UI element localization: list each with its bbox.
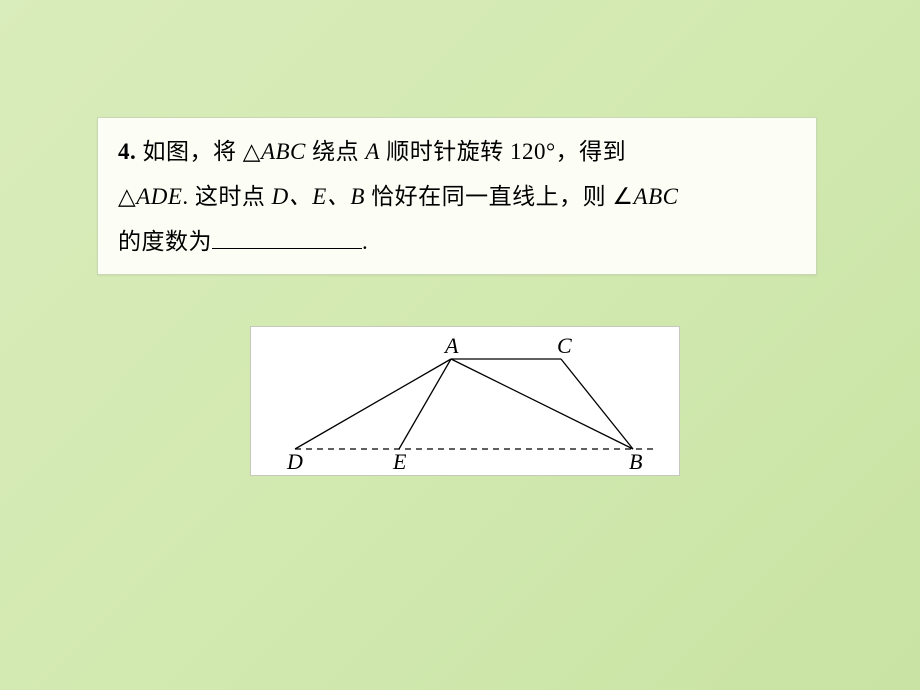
label-B: B (629, 449, 642, 474)
problem-number: 4. (118, 139, 136, 164)
tri1: ABC (261, 139, 306, 164)
ptA: A (365, 139, 380, 164)
t7: 的度数为 (118, 229, 212, 254)
edge-A-E (399, 359, 451, 449)
problem-box: 4. 如图，将 △ABC 绕点 A 顺时针旋转 120°，得到 △ADE. 这时… (97, 117, 817, 275)
angle: 120° (510, 139, 556, 164)
t4: ，得到 (556, 139, 627, 164)
t3: 顺时针旋转 (386, 139, 510, 164)
t2: 绕点 (312, 139, 365, 164)
t5: . 这时点 (182, 184, 271, 209)
label-A: A (443, 333, 459, 358)
answer-blank (212, 226, 362, 249)
edge-A-B (451, 359, 633, 449)
label-D: D (286, 449, 303, 474)
t8: . (362, 229, 368, 254)
problem-text: 4. 如图，将 △ABC 绕点 A 顺时针旋转 120°，得到 △ADE. 这时… (118, 130, 796, 265)
pts: D、E、B (272, 184, 365, 209)
edge-C-B (561, 359, 633, 449)
t6: 恰好在同一直线上，则 (365, 184, 613, 209)
edge-D-A (295, 359, 451, 449)
tri2: ADE (136, 184, 182, 209)
label-C: C (557, 333, 572, 358)
label-E: E (392, 449, 407, 474)
t1: 如图，将 (143, 139, 243, 164)
ang: ABC (634, 184, 679, 209)
geometry-svg: D E B A C (251, 327, 681, 477)
figure-box: D E B A C (250, 326, 680, 476)
